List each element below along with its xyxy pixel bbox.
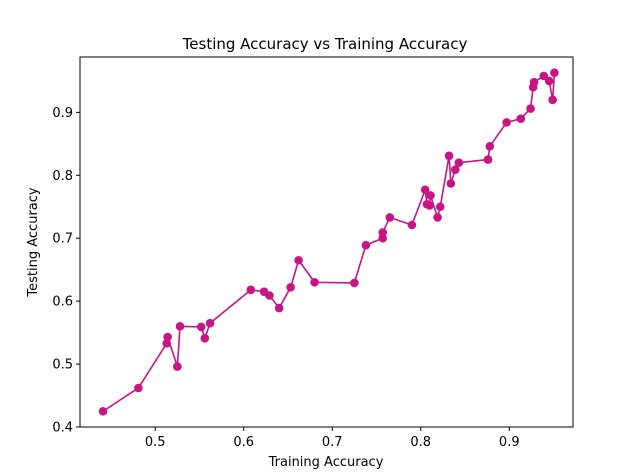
x-axis: 0.5 0.6 0.7 0.8 0.9: [145, 427, 520, 450]
data-point: [526, 104, 535, 113]
chart-title: Testing Accuracy vs Training Accuracy: [182, 35, 468, 53]
data-point: [407, 220, 417, 230]
data-point: [548, 95, 557, 105]
data-point: [134, 383, 143, 393]
data-point: [361, 240, 371, 250]
data-point: [98, 406, 108, 416]
data-point: [483, 155, 493, 164]
data-point: [433, 213, 442, 222]
data-point: [450, 165, 460, 174]
y-tick-label: 0.8: [52, 169, 73, 184]
data-point: [246, 285, 256, 295]
y-tick-label: 0.7: [52, 232, 73, 247]
data-point: [529, 77, 539, 87]
y-tick-label: 0.6: [52, 295, 73, 310]
y-axis: 0.4 0.5 0.6 0.7 0.8 0.9: [52, 106, 80, 436]
plot-frame: [79, 56, 574, 428]
x-tick-label: 0.9: [499, 435, 520, 450]
data-point: [310, 277, 319, 287]
y-tick-label: 0.9: [52, 106, 73, 121]
data-point: [485, 142, 495, 151]
data-point: [274, 303, 284, 313]
x-tick-label: 0.5: [145, 435, 166, 450]
x-tick-label: 0.7: [322, 435, 343, 450]
data-point: [454, 158, 464, 168]
data-point: [516, 114, 526, 123]
data-point: [444, 151, 454, 161]
y-tick-label: 0.4: [52, 421, 73, 436]
data-point: [378, 228, 388, 237]
data-point: [162, 339, 172, 348]
data-point: [286, 283, 295, 292]
data-point: [205, 318, 215, 328]
x-axis-label: Training Accuracy: [268, 455, 384, 470]
y-tick-label: 0.5: [52, 358, 73, 373]
data-point: [426, 191, 435, 200]
data-point: [163, 332, 172, 342]
data-point: [294, 255, 303, 265]
x-tick-label: 0.6: [233, 435, 254, 450]
plot-area: [98, 68, 559, 416]
data-point: [435, 202, 445, 212]
data-point: [502, 118, 511, 127]
data-point: [446, 179, 456, 188]
data-point: [544, 76, 554, 86]
data-point: [550, 68, 559, 78]
y-axis-label: Testing Accuracy: [26, 187, 41, 297]
data-point: [350, 278, 359, 288]
data-point: [265, 291, 274, 300]
data-point: [420, 185, 430, 195]
data-point: [196, 322, 206, 332]
data-point: [425, 201, 434, 210]
x-tick-label: 0.8: [410, 435, 431, 450]
data-point: [173, 362, 182, 371]
data-point: [200, 333, 210, 343]
data-point: [385, 213, 395, 222]
data-point: [175, 322, 185, 331]
